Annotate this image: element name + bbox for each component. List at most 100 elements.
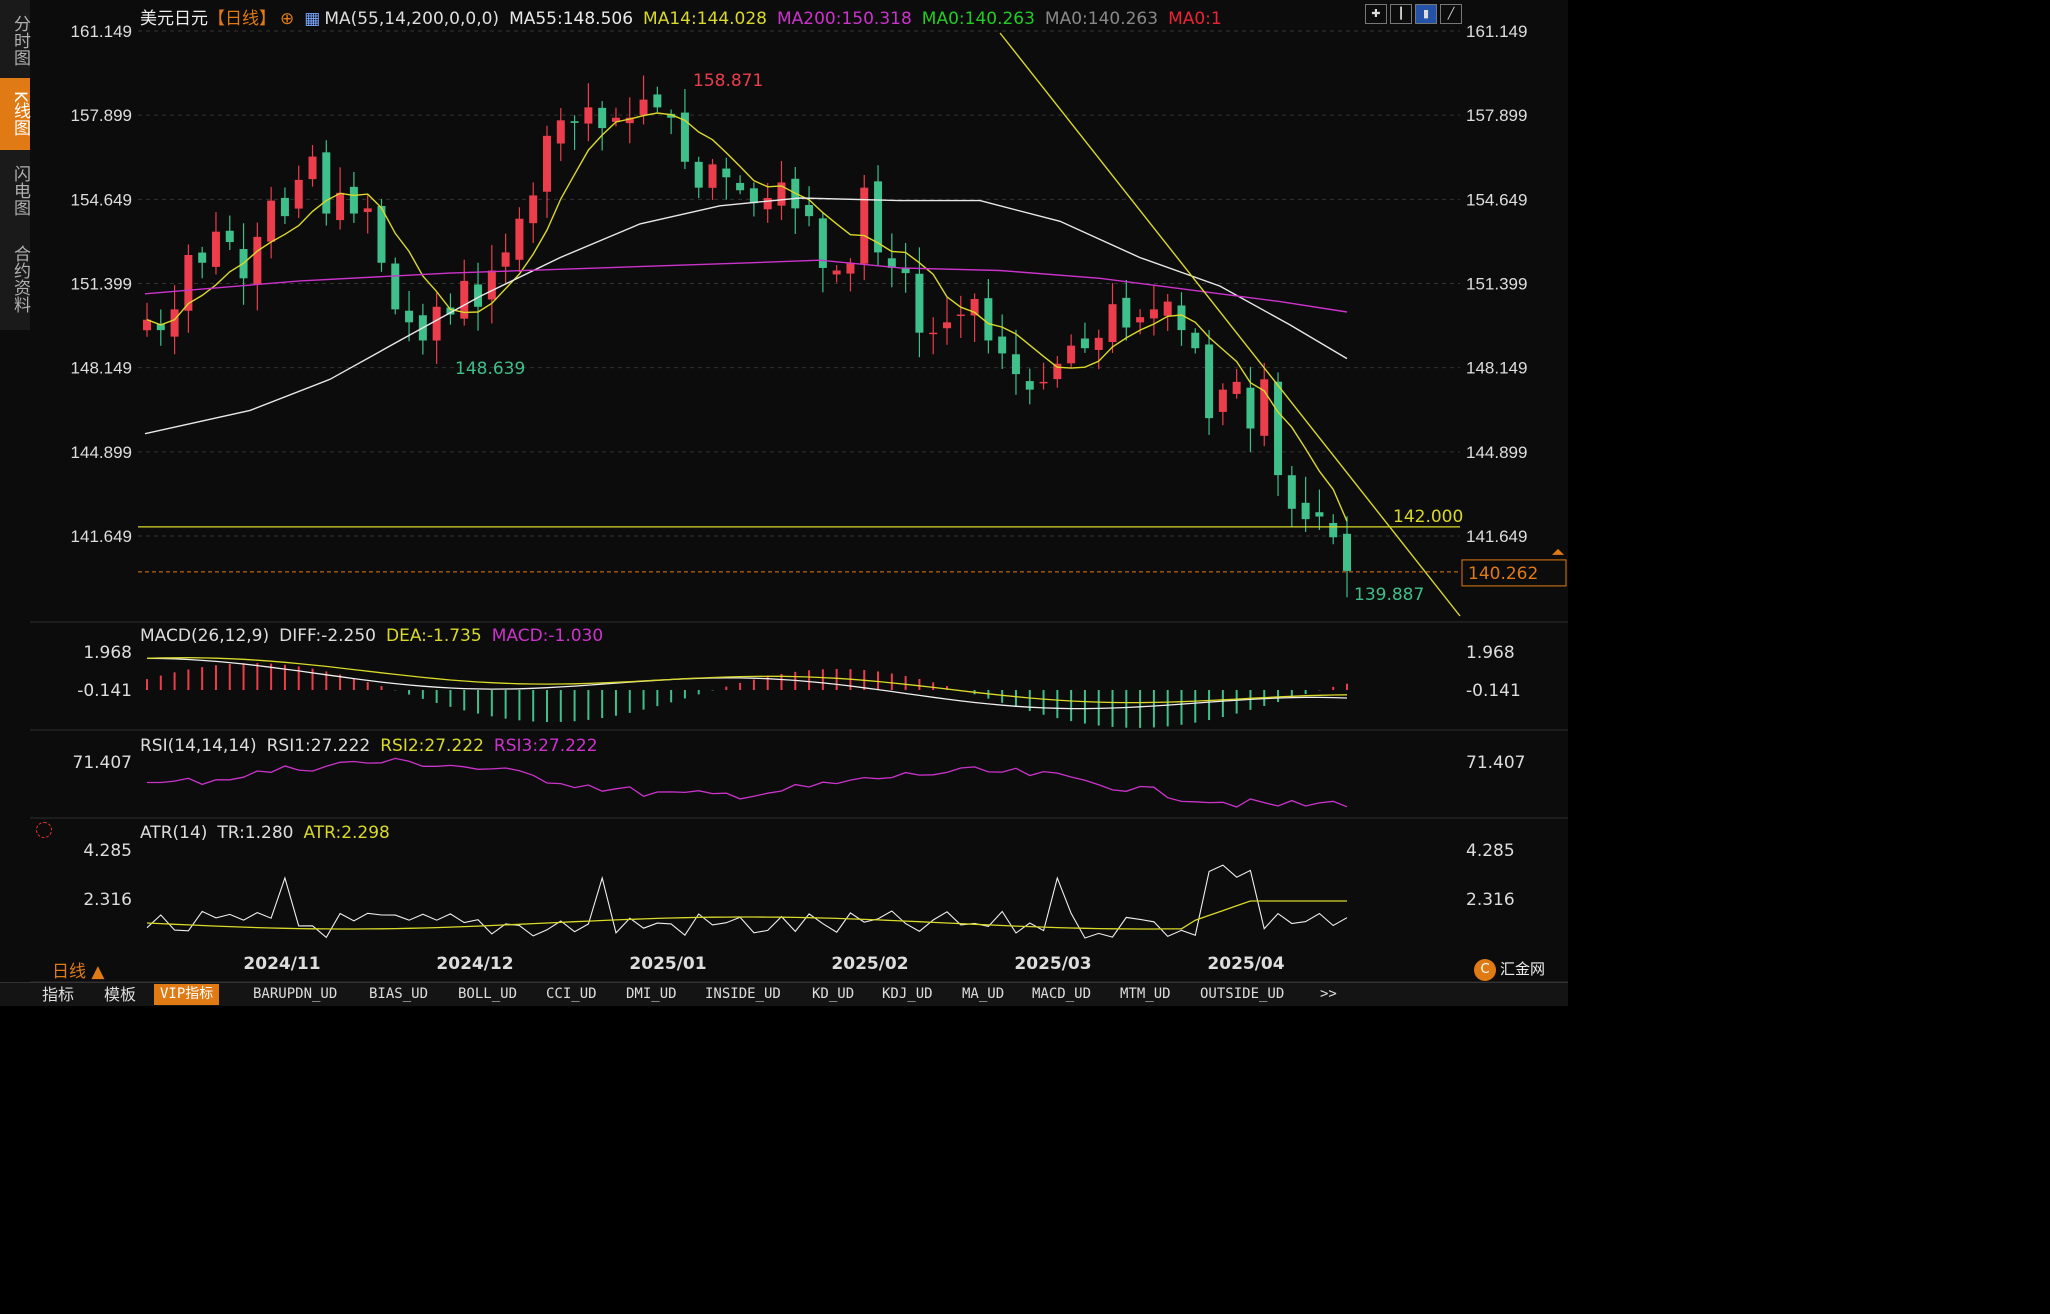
line-chart-icon[interactable]: ╱ xyxy=(1440,4,1462,24)
high-label: 158.871 xyxy=(693,71,763,91)
candle-icon[interactable]: ▮ xyxy=(1415,4,1437,24)
rsi-line xyxy=(147,757,1348,808)
crosshair-icon[interactable]: ✚ xyxy=(1365,4,1387,24)
candle-body xyxy=(1191,332,1200,349)
rsi-legend: RSI(14,14,14) RSI1:27.222 RSI2:27.222 RSI3:… xyxy=(140,736,608,756)
tab-mtm[interactable]: MTM_UD xyxy=(1120,986,1171,1002)
settings-dot-icon[interactable] xyxy=(36,822,52,838)
candle-body xyxy=(970,299,979,316)
candle-body xyxy=(1260,379,1269,436)
macd-dea: DEA:-1.735 xyxy=(386,626,482,646)
low-label-apr: 139.887 xyxy=(1354,585,1424,605)
candle-body xyxy=(1218,389,1227,412)
price-tick-left-0: 161.149 xyxy=(71,22,132,41)
trend-line xyxy=(999,32,1461,617)
candle-body xyxy=(556,120,565,144)
macd-tick-right-0: 1.968 xyxy=(1466,643,1515,663)
price-tick-left-1: 157.899 xyxy=(71,106,132,125)
candle-body xyxy=(708,164,717,188)
candle-body xyxy=(694,161,703,188)
date-tick-4: 2025/03 xyxy=(1014,954,1091,974)
candle-body xyxy=(680,112,689,162)
sidebar-item-flash[interactable]: 闪电图 xyxy=(10,164,30,216)
candle-body xyxy=(487,270,496,300)
candle-body xyxy=(611,117,620,122)
candle-body xyxy=(901,267,910,274)
price-tick-right-5: 144.899 xyxy=(1466,443,1527,462)
candle-body xyxy=(736,182,745,191)
tabs-more-button[interactable]: >> xyxy=(1320,986,1337,1002)
macd-tick-right-1: -0.141 xyxy=(1466,681,1521,701)
candle-body xyxy=(253,236,262,285)
candle-body xyxy=(474,284,483,307)
tab-template[interactable]: 模板 xyxy=(104,985,137,1004)
candle-body xyxy=(198,252,207,263)
tab-macd[interactable]: MACD_UD xyxy=(1032,986,1092,1002)
tab-indicator[interactable]: 指标 xyxy=(42,985,75,1004)
candle-body xyxy=(625,117,634,124)
tab-kd[interactable]: KD_UD xyxy=(812,986,855,1002)
price-tick-right-0: 161.149 xyxy=(1466,22,1527,41)
candle-body xyxy=(1094,337,1103,350)
candle-body xyxy=(1343,533,1351,571)
candle-body xyxy=(460,280,469,319)
add-icon[interactable]: ⊕ xyxy=(280,9,295,29)
tab-ma[interactable]: MA_UD xyxy=(962,986,1005,1002)
date-tick-1: 2024/12 xyxy=(436,954,513,974)
ma200-value: MA200:150.318 xyxy=(777,9,912,29)
tab-boll[interactable]: BOLL_UD xyxy=(458,986,518,1002)
tab-cci[interactable]: CCI_UD xyxy=(546,986,597,1002)
macd-diff-line xyxy=(146,657,1348,710)
candle-body xyxy=(377,205,386,263)
candle-body xyxy=(653,94,662,108)
indicator-tabs: 指标 模板 VIP指标 BARUPDN_UD BIAS_UD BOLL_UD C… xyxy=(0,982,1568,1006)
sidebar-item-contract[interactable]: 合约资料 xyxy=(10,245,30,313)
rsi2-value: RSI2:27.222 xyxy=(380,736,484,756)
candle-body xyxy=(763,198,772,210)
period-button[interactable]: 日线 ▲ xyxy=(52,962,105,982)
tab-dmi[interactable]: DMI_UD xyxy=(626,986,677,1002)
candle-body xyxy=(722,168,731,178)
candle-body xyxy=(874,181,883,253)
tab-vip-indicator[interactable]: VIP指标 xyxy=(154,984,220,1005)
sidebar-item-kline[interactable]: K线图 xyxy=(0,78,30,150)
candle-body xyxy=(998,336,1007,354)
candle-body xyxy=(446,307,455,315)
atr-label: ATR(14) xyxy=(140,823,208,843)
atr-tr-value: TR:1.280 xyxy=(217,823,294,843)
candle-body xyxy=(432,306,441,341)
price-tick-left-2: 154.649 xyxy=(71,190,132,209)
brand-logo: C 汇金网 xyxy=(1474,958,1545,981)
candle-body xyxy=(170,309,179,337)
candle-body xyxy=(184,254,193,311)
price-tick-left-6: 141.649 xyxy=(71,527,132,546)
macd-tick-left-0: 1.968 xyxy=(83,643,132,663)
rsi-tick-right: 71.407 xyxy=(1466,753,1525,773)
candle-body xyxy=(336,192,345,221)
candle-body xyxy=(1246,387,1255,429)
candle-body xyxy=(1301,502,1310,520)
sidebar-item-intraday[interactable]: 分时图 xyxy=(10,14,30,66)
tab-outside[interactable]: OUTSIDE_UD xyxy=(1200,986,1285,1002)
candle-body xyxy=(1053,363,1062,380)
candle-body xyxy=(598,107,607,129)
price-tick-left-3: 151.399 xyxy=(71,275,132,294)
tab-inside[interactable]: INSIDE_UD xyxy=(705,986,781,1002)
atr-tick-right-1: 2.316 xyxy=(1466,890,1515,910)
price-tick-right-6: 141.649 xyxy=(1466,527,1527,546)
kline-chart-svg[interactable]: 161.149 161.149 157.899 157.899 154.649 154.6… xyxy=(0,0,1568,1005)
ma-indicator-icon[interactable]: ▦ xyxy=(304,9,321,29)
candle-body xyxy=(363,208,372,212)
candle-body xyxy=(1025,381,1034,390)
candle-body xyxy=(294,179,303,209)
tab-kdj[interactable]: KDJ_UD xyxy=(882,986,933,1002)
atr-legend: ATR(14) TR:1.280 ATR:2.298 xyxy=(140,823,400,843)
candle-body xyxy=(1315,512,1324,517)
tab-barupdn[interactable]: BARUPDN_UD xyxy=(253,986,338,1002)
tr-line xyxy=(146,864,1348,939)
ma0-value-b: MA0:140.263 xyxy=(1044,9,1159,29)
macd-diff: DIFF:-2.250 xyxy=(279,626,376,646)
bar-chart-icon[interactable]: ┃ xyxy=(1390,4,1412,24)
tab-bias[interactable]: BIAS_UD xyxy=(369,986,429,1002)
atr-tick-left-1: 2.316 xyxy=(83,890,132,910)
